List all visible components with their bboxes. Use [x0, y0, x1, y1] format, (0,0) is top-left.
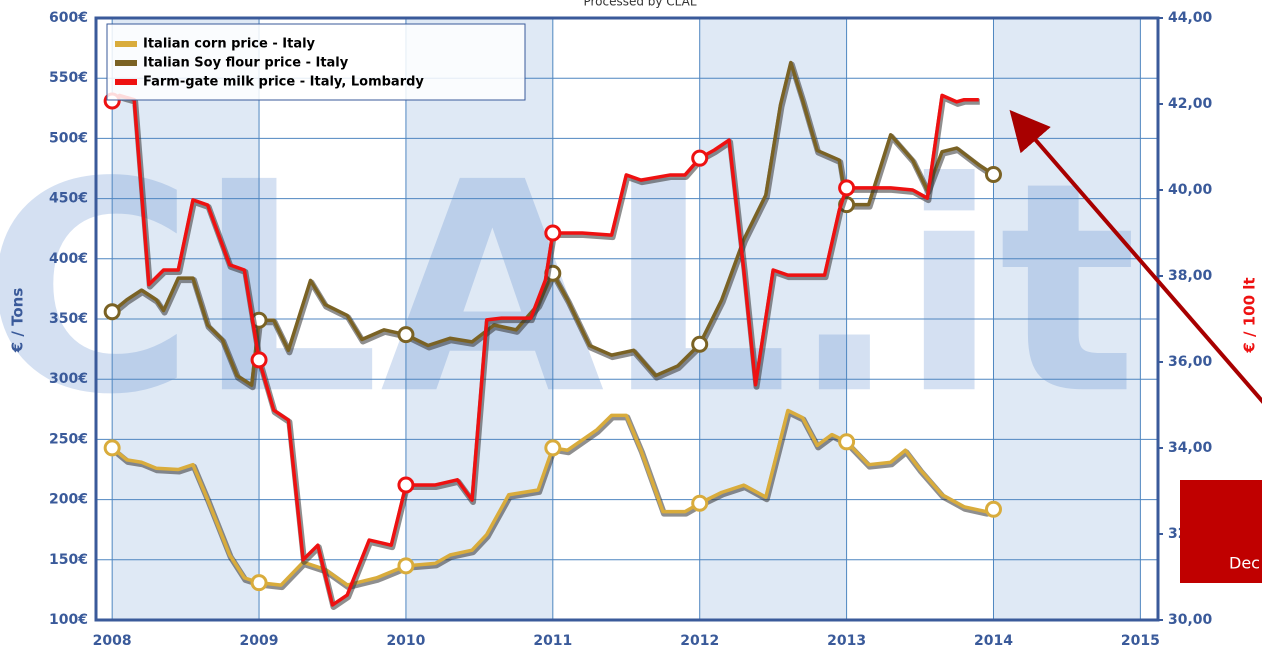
y-tick-label: 400€ [49, 251, 88, 267]
y-tick-label: 500€ [49, 130, 88, 146]
y-tick-label: 100€ [49, 612, 88, 628]
point-marker [103, 303, 121, 321]
point-marker [544, 439, 562, 457]
legend-box [106, 23, 526, 101]
point-marker [250, 574, 268, 592]
y2-tick-label: 44,00 [1168, 10, 1213, 26]
y-tick-label: 450€ [49, 191, 88, 207]
x-tick-label: 2009 [240, 633, 279, 649]
y2-tick-label: 34,00 [1168, 440, 1213, 456]
y-tick-label: 350€ [49, 311, 88, 327]
point-marker [103, 439, 121, 457]
point-marker [397, 326, 415, 344]
point-marker [691, 494, 709, 512]
x-tick-label: 2015 [1121, 633, 1160, 649]
x-tick-label: 2014 [974, 633, 1013, 649]
overlay-text: Dec [1229, 554, 1260, 573]
y-tick-label: 250€ [49, 431, 88, 447]
legend-label: Farm-gate milk price - Italy, Lombardy [143, 75, 424, 90]
y-tick-label: 550€ [49, 70, 88, 86]
y-tick-label: 200€ [49, 492, 88, 508]
point-marker [250, 351, 268, 369]
point-marker [691, 335, 709, 353]
x-tick-label: 2012 [680, 633, 719, 649]
point-marker [984, 166, 1002, 184]
legend-label: Italian Soy flour price - Italy [143, 56, 349, 71]
x-tick-label: 2010 [386, 633, 425, 649]
y-tick-label: 600€ [49, 10, 88, 26]
legend-swatch [115, 60, 137, 66]
y-axis-label: € / Tons [9, 288, 27, 354]
watermark: CLAL.it [0, 121, 1138, 458]
chart-title: Processed by CLAL [583, 0, 696, 9]
y2-tick-label: 36,00 [1168, 354, 1213, 370]
point-marker [544, 224, 562, 242]
point-marker [397, 557, 415, 575]
series-line [111, 408, 995, 587]
legend-label: Italian corn price - Italy [143, 37, 316, 52]
annotation-arrow [1009, 109, 1262, 404]
y2-tick-label: 30,00 [1168, 612, 1213, 628]
legend-swatch [115, 41, 137, 47]
x-tick-label: 2008 [93, 633, 132, 649]
x-tick-label: 2013 [827, 633, 866, 649]
overlay-box [1180, 480, 1262, 583]
y2-tick-label: 38,00 [1168, 268, 1213, 284]
y2-tick-label: 40,00 [1168, 182, 1213, 198]
y-tick-label: 150€ [49, 552, 88, 568]
plot-border [94, 16, 1160, 622]
legend-swatch [115, 79, 137, 85]
point-marker [838, 179, 856, 197]
point-marker [838, 433, 856, 451]
x-tick-label: 2011 [533, 633, 572, 649]
point-marker [691, 149, 709, 167]
series-line [111, 93, 979, 607]
y2-tick-label: 42,00 [1168, 96, 1213, 112]
point-marker [397, 476, 415, 494]
point-marker [984, 500, 1002, 518]
y2-axis-label: € / 100 lt [1241, 277, 1259, 353]
y-tick-label: 300€ [49, 371, 88, 387]
